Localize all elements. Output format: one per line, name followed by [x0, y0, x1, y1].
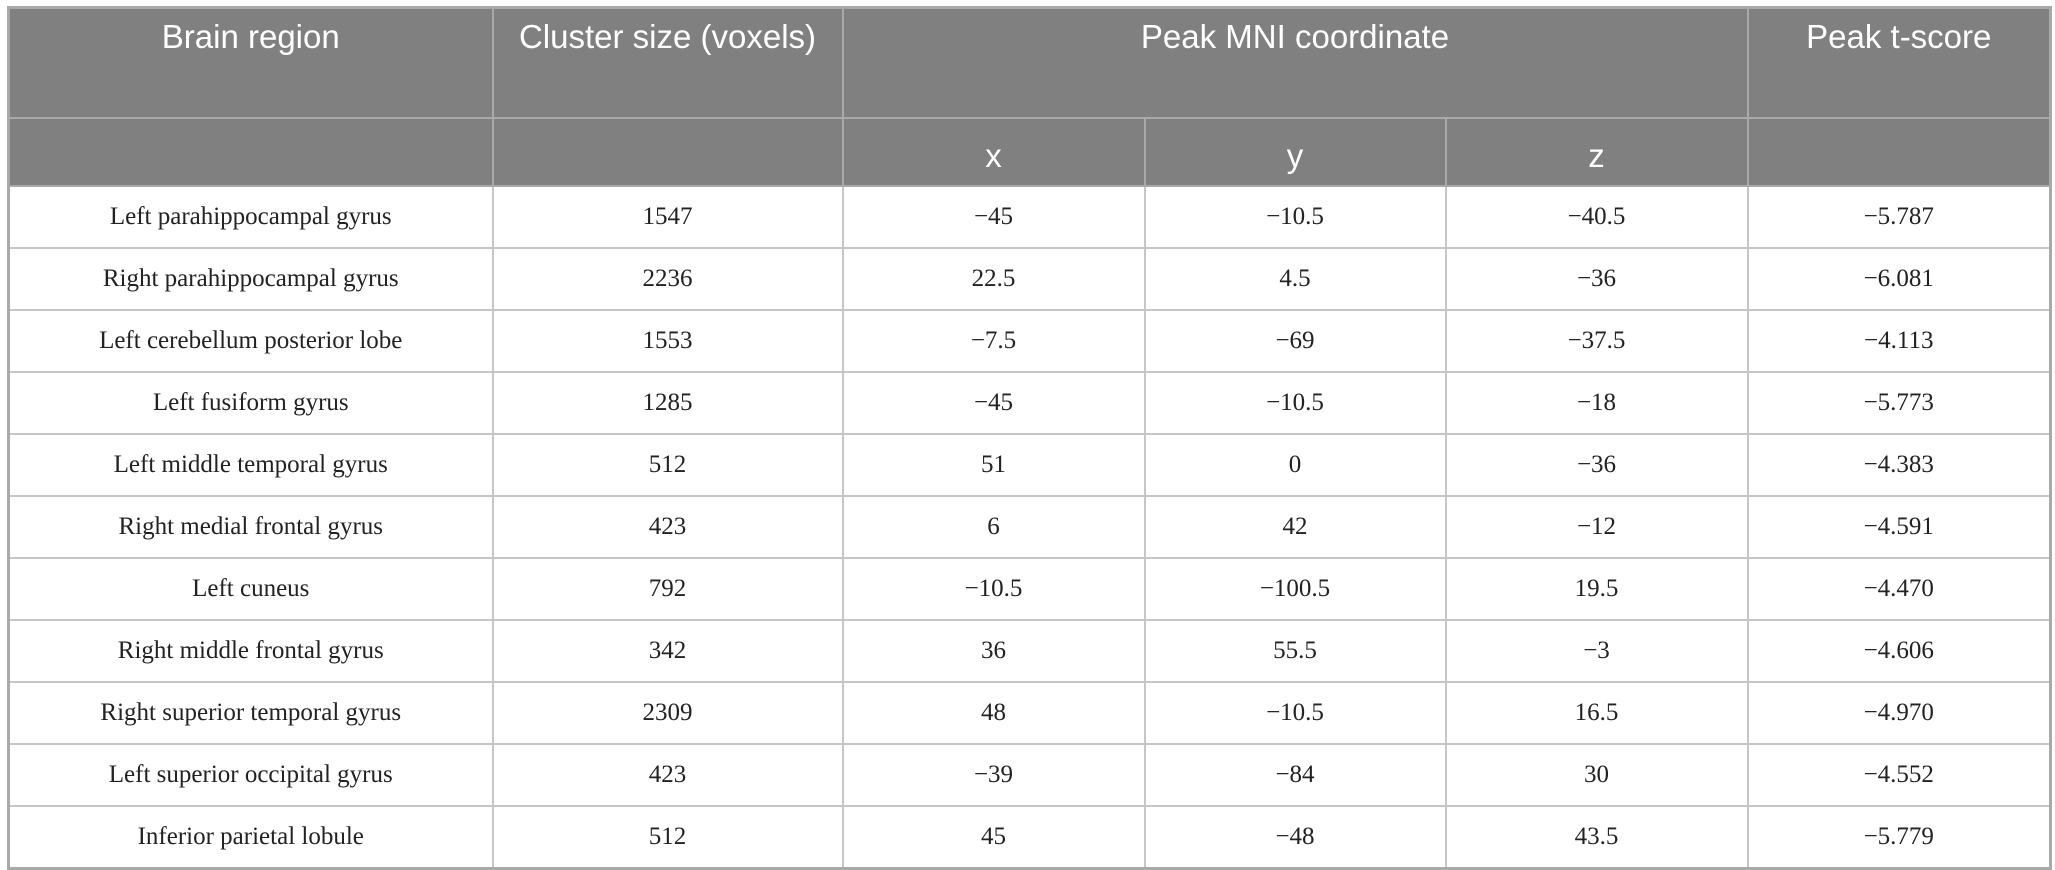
- table-cell: −39: [841, 743, 1146, 807]
- header-cell: x: [841, 117, 1146, 187]
- table-cell: 2236: [491, 247, 844, 311]
- table-cell: 792: [491, 557, 844, 621]
- table-cell: −4.113: [1746, 309, 2052, 373]
- table-cell: −69: [1143, 309, 1447, 373]
- table-cell: 22.5: [841, 247, 1146, 311]
- table-cell: 42: [1143, 495, 1447, 559]
- table-body: Left parahippocampal gyrus 1547 −45 −10.5 −4…: [7, 185, 2052, 870]
- table-cell: 1553: [491, 309, 844, 373]
- table-cell: Left cuneus: [7, 557, 494, 621]
- table-cell: −4.606: [1746, 619, 2052, 683]
- header-cell: z: [1444, 117, 1749, 187]
- table-cell: −3: [1444, 619, 1749, 683]
- table-cell: −18: [1444, 371, 1749, 435]
- table-cell: −4.970: [1746, 681, 2052, 745]
- table-cell: 342: [491, 619, 844, 683]
- table-cell: −45: [841, 371, 1146, 435]
- table-cell: Right superior temporal gyrus: [7, 681, 494, 745]
- table-container: Brain region Cluster size (voxels) Peak …: [7, 6, 2053, 870]
- table-cell: −40.5: [1444, 185, 1749, 249]
- table-cell: −48: [1143, 805, 1447, 870]
- table-cell: −45: [841, 185, 1146, 249]
- table-cell: −4.470: [1746, 557, 2052, 621]
- table-cell: Right middle frontal gyrus: [7, 619, 494, 683]
- table-row: Left parahippocampal gyrus 1547 −45 −10.5 −4…: [7, 185, 2052, 249]
- table-cell: 43.5: [1444, 805, 1749, 870]
- table-row: Right parahippocampal gyrus 2236 22.5 4.5 −3…: [7, 247, 2052, 311]
- table-cell: 30: [1444, 743, 1749, 807]
- table-cell: 2309: [491, 681, 844, 745]
- table-cell: 4.5: [1143, 247, 1447, 311]
- table-cell: 423: [491, 495, 844, 559]
- table-cell: −10.5: [841, 557, 1146, 621]
- table-cell: 1547: [491, 185, 844, 249]
- table-cell: 48: [841, 681, 1146, 745]
- header-cell: Cluster size (voxels): [491, 6, 844, 119]
- table-cell: −5.773: [1746, 371, 2052, 435]
- table-cell: 19.5: [1444, 557, 1749, 621]
- table-cell: −37.5: [1444, 309, 1749, 373]
- table-row: Left middle temporal gyrus 512 51 0 −36 −4.38…: [7, 433, 2052, 497]
- table-row: Left cerebellum posterior lobe 1553 −7.5 −6…: [7, 309, 2052, 373]
- table-cell: Left parahippocampal gyrus: [7, 185, 494, 249]
- table-cell: 16.5: [1444, 681, 1749, 745]
- table-cell: −84: [1143, 743, 1447, 807]
- table-cell: Right medial frontal gyrus: [7, 495, 494, 559]
- table-cell: 55.5: [1143, 619, 1447, 683]
- header-cell: Peak MNI coordinate: [841, 6, 1749, 119]
- table-cell: −4.552: [1746, 743, 2052, 807]
- table-cell: 423: [491, 743, 844, 807]
- table-cell: 36: [841, 619, 1146, 683]
- table-cell: −6.081: [1746, 247, 2052, 311]
- table-cell: 512: [491, 805, 844, 870]
- table-cell: −5.779: [1746, 805, 2052, 870]
- table-cell: −36: [1444, 247, 1749, 311]
- subheader-row: x y z: [7, 117, 2052, 187]
- header-cell: y: [1143, 117, 1447, 187]
- table-cell: −10.5: [1143, 681, 1447, 745]
- table-cell: 6: [841, 495, 1146, 559]
- table-row: Right medial frontal gyrus 423 6 42 −12 −4.59…: [7, 495, 2052, 559]
- table-cell: 0: [1143, 433, 1447, 497]
- table-cell: −100.5: [1143, 557, 1447, 621]
- table-cell: −7.5: [841, 309, 1146, 373]
- table-cell: −10.5: [1143, 185, 1447, 249]
- table-cell: −4.383: [1746, 433, 2052, 497]
- table-cell: −4.591: [1746, 495, 2052, 559]
- table-cell: Inferior parietal lobule: [7, 805, 494, 870]
- table-cell: −10.5: [1143, 371, 1447, 435]
- table-row: Left superior occipital gyrus 423 −39 −84 30…: [7, 743, 2052, 807]
- table-cell: 512: [491, 433, 844, 497]
- header-cell: Brain region: [7, 6, 494, 119]
- table-cell: Left middle temporal gyrus: [7, 433, 494, 497]
- table-row: Left fusiform gyrus 1285 −45 −10.5 −18 −5.773: [7, 371, 2052, 435]
- table-cell: Right parahippocampal gyrus: [7, 247, 494, 311]
- table-cell: 51: [841, 433, 1146, 497]
- table-cell: −12: [1444, 495, 1749, 559]
- table-cell: Left fusiform gyrus: [7, 371, 494, 435]
- table-cell: 1285: [491, 371, 844, 435]
- table-row: Inferior parietal lobule 512 45 −48 43.5 −5.7…: [7, 805, 2052, 870]
- header-cell: [1746, 117, 2052, 187]
- header-row: Brain region Cluster size (voxels) Peak …: [7, 6, 2052, 119]
- header-cell: Peak t-score: [1746, 6, 2052, 119]
- table-row: Left cuneus 792 −10.5 −100.5 19.5 −4.470: [7, 557, 2052, 621]
- results-table: Brain region Cluster size (voxels) Peak …: [7, 6, 2053, 870]
- table-row: Right middle frontal gyrus 342 36 55.5 −3 −4.…: [7, 619, 2052, 683]
- table-cell: 45: [841, 805, 1146, 870]
- table-cell: −36: [1444, 433, 1749, 497]
- table-cell: −5.787: [1746, 185, 2052, 249]
- table-row: Right superior temporal gyrus 2309 48 −10.5…: [7, 681, 2052, 745]
- table-cell: Left cerebellum posterior lobe: [7, 309, 494, 373]
- table-cell: Left superior occipital gyrus: [7, 743, 494, 807]
- header-cell: [7, 117, 494, 187]
- header-cell: [491, 117, 844, 187]
